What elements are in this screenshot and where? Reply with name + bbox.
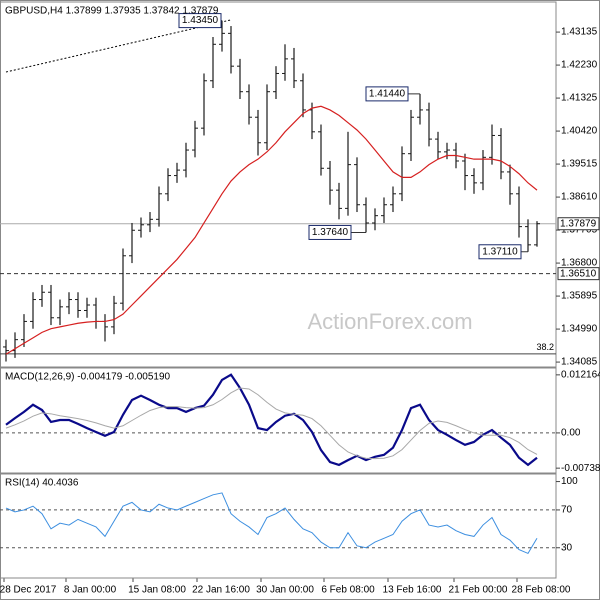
fib-label: 38.2: [536, 342, 554, 352]
annotation-box: [308, 224, 352, 240]
y-tick-label: 1.39515: [561, 159, 598, 170]
watermark: ActionForex.com: [307, 309, 472, 334]
y-tick-label: 1.38610: [561, 192, 598, 203]
x-tick-label: 8 Jan 00:00: [64, 585, 117, 596]
y-tick-label: 1.34990: [561, 324, 598, 335]
y-tick-label: -0.007384: [561, 463, 600, 474]
y-tick-label: 70: [561, 505, 573, 516]
x-tick-label: 30 Jan 00:00: [256, 585, 314, 596]
panel: [0, 367, 557, 474]
panel: [0, 1, 557, 368]
indicator-line: [5, 387, 538, 460]
y-tick-label: 100: [561, 476, 578, 487]
y-tick-label: 1.43135: [561, 27, 598, 38]
annotation-box: [478, 244, 522, 260]
annotation-label: 1.37640: [312, 227, 349, 238]
x-tick-label: 28 Feb 08:00: [512, 585, 571, 596]
y-tick-label: 1.36800: [561, 258, 598, 269]
y-tick-label: 0.00: [561, 428, 581, 439]
x-tick-label: 13 Feb 16:00: [383, 585, 442, 596]
x-tick-label: 21 Feb 00:00: [449, 585, 508, 596]
annotation-label: 1.43450: [182, 15, 219, 26]
annotation-box: [178, 13, 222, 29]
annotation-label: 1.41440: [369, 89, 406, 100]
y-tick-label: 1.35895: [561, 291, 598, 302]
moving-average: [5, 105, 538, 355]
indicator-line: [5, 492, 538, 555]
price-level-label: 1.37879: [560, 218, 597, 229]
indicator-line: [5, 373, 538, 467]
y-tick-label: 1.42230: [561, 60, 598, 71]
x-tick-label: 22 Jan 16:00: [192, 585, 250, 596]
y-tick-label: 0.012164: [561, 369, 600, 380]
annotation-label: 1.37110: [482, 246, 518, 257]
panel-title: RSI(14) 40.4036: [5, 478, 79, 489]
annotation-box: [365, 86, 409, 102]
panel-title: MACD(12,26,9) -0.004179 -0.005190: [5, 372, 171, 383]
x-tick-label: 28 Dec 2017: [0, 585, 57, 596]
panel-title: GBPUSD,H4 1.37899 1.37935 1.37842 1.3787…: [5, 6, 219, 17]
x-tick-label: 15 Jan 08:00: [128, 585, 186, 596]
price-level-box: [557, 217, 600, 231]
price-level-box: [557, 267, 600, 281]
y-tick-label: 1.34085: [561, 357, 598, 368]
panel: [0, 473, 557, 579]
y-tick-label: 1.41325: [561, 93, 598, 104]
price-level-label: 1.36510: [560, 268, 597, 279]
y-tick-label: 30: [561, 542, 573, 553]
trendline: [5, 19, 232, 73]
x-tick-label: 6 Feb 08:00: [321, 585, 375, 596]
y-tick-label: 1.40420: [561, 126, 598, 137]
